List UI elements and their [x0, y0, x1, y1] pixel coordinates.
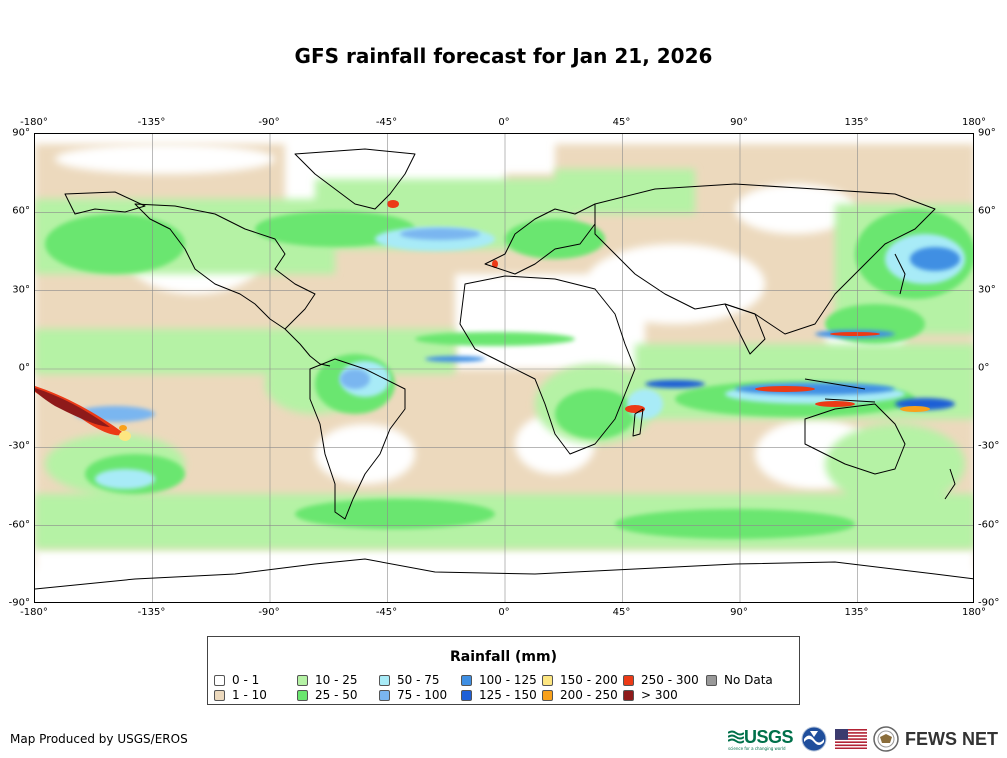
legend-item: 50 - 75 — [379, 673, 440, 687]
legend-item: 25 - 50 — [297, 688, 358, 702]
legend-item: No Data — [706, 673, 773, 687]
usgs-wave-icon — [728, 730, 744, 743]
lat-tick: -90° — [8, 597, 30, 609]
lon-tick: -90° — [258, 607, 280, 618]
lat-tick: -30° — [978, 440, 1000, 452]
legend-swatch — [214, 674, 225, 686]
legend-label: 10 - 25 — [315, 673, 358, 687]
lon-tick: 135° — [844, 607, 869, 618]
lat-tick: -60° — [8, 519, 30, 531]
lon-tick: -180° — [20, 607, 48, 618]
legend-swatch — [214, 689, 225, 701]
lon-tick: -90° — [258, 117, 280, 128]
lon-tick: 0° — [498, 607, 510, 618]
lat-tick: 0° — [978, 362, 990, 374]
lon-tick: -180° — [20, 117, 48, 128]
legend-item: 0 - 1 — [214, 673, 259, 687]
legend-swatch — [461, 689, 472, 701]
lat-tick: 0° — [18, 362, 30, 374]
legend-label: 0 - 1 — [232, 673, 260, 687]
legend-item: 200 - 250 — [542, 688, 618, 702]
lon-tick: 45° — [612, 117, 631, 128]
legend-title: Rainfall (mm) — [450, 649, 557, 665]
lat-tick: -30° — [8, 440, 30, 452]
lat-tick: 30° — [978, 284, 996, 296]
rainfall-map-svg — [35, 134, 973, 602]
usgs-tagline: science for a changing world — [728, 745, 786, 751]
legend-item: 100 - 125 — [461, 673, 537, 687]
legend-label: 125 - 150 — [479, 688, 537, 702]
legend-item: 150 - 200 — [542, 673, 618, 687]
legend-label: 100 - 125 — [479, 673, 537, 687]
legend-item: 1 - 10 — [214, 688, 267, 702]
legend-label: > 300 — [641, 688, 678, 702]
rain-field-10-25 — [35, 169, 973, 549]
legend-swatch — [623, 674, 634, 686]
lon-tick: 90° — [730, 607, 748, 618]
lat-tick: -60° — [978, 519, 1000, 531]
legend-swatch — [542, 689, 553, 701]
lon-tick: -135° — [137, 117, 166, 128]
legend-swatch — [297, 674, 308, 686]
lon-tick: -45° — [375, 607, 398, 618]
state-department-seal-icon — [873, 726, 899, 752]
graticule — [35, 134, 973, 602]
lon-tick: -135° — [137, 607, 166, 618]
map-title: GFS rainfall forecast for Jan 21, 2026 — [294, 44, 713, 68]
rainfall-map — [34, 133, 974, 603]
legend-label: 75 - 100 — [397, 688, 448, 702]
rainfall-legend: Rainfall (mm) 0 - 1 1 - 10 10 - 25 25 - … — [207, 636, 800, 705]
legend-label: 150 - 200 — [560, 673, 618, 687]
noaa-logo-icon — [801, 726, 827, 752]
lon-tick: 45° — [612, 607, 631, 618]
legend-item: 75 - 100 — [379, 688, 447, 702]
lon-tick: 0° — [498, 117, 510, 128]
us-flag-icon — [835, 729, 868, 749]
legend-swatch — [542, 674, 553, 686]
legend-label: No Data — [724, 673, 773, 687]
lat-tick: 60° — [12, 205, 30, 217]
legend-label: 1 - 10 — [232, 688, 267, 702]
usgs-logo: USGS science for a changing world — [728, 726, 794, 751]
legend-swatch — [461, 674, 472, 686]
legend-swatch — [297, 689, 308, 701]
lat-tick: 90° — [978, 127, 996, 139]
usgs-logo-mark: USGS — [728, 726, 794, 747]
lat-tick: -90° — [978, 597, 1000, 609]
lon-tick: 180° — [961, 607, 987, 618]
rain-field-heavy — [35, 200, 930, 441]
fews-net-logo: FEWS NET — [905, 728, 999, 749]
coastlines — [35, 148, 973, 590]
legend-swatch — [623, 689, 634, 701]
legend-item: 10 - 25 — [297, 673, 358, 687]
legend-swatch — [379, 674, 390, 686]
legend-label: 50 - 75 — [397, 673, 440, 687]
lat-tick: 90° — [12, 127, 30, 139]
legend-label: 25 - 50 — [315, 688, 358, 702]
lon-tick: 135° — [844, 117, 869, 128]
legend-item: > 300 — [623, 688, 678, 702]
legend-swatch — [379, 689, 390, 701]
map-credit: Map Produced by USGS/EROS — [10, 732, 188, 746]
lat-tick: 60° — [978, 205, 996, 217]
legend-swatch — [706, 674, 717, 686]
usgs-wordmark: USGS — [744, 726, 794, 747]
lat-tick: 30° — [12, 284, 30, 296]
legend-label: 200 - 250 — [560, 688, 618, 702]
lon-tick: -45° — [375, 117, 398, 128]
lon-tick: 180° — [961, 117, 987, 128]
legend-label: 250 - 300 — [641, 673, 699, 687]
lon-tick: 90° — [730, 117, 748, 128]
agency-logos: USGS science for a changing world FEWS N… — [728, 722, 998, 756]
legend-item: 125 - 150 — [461, 688, 537, 702]
legend-item: 250 - 300 — [623, 673, 699, 687]
